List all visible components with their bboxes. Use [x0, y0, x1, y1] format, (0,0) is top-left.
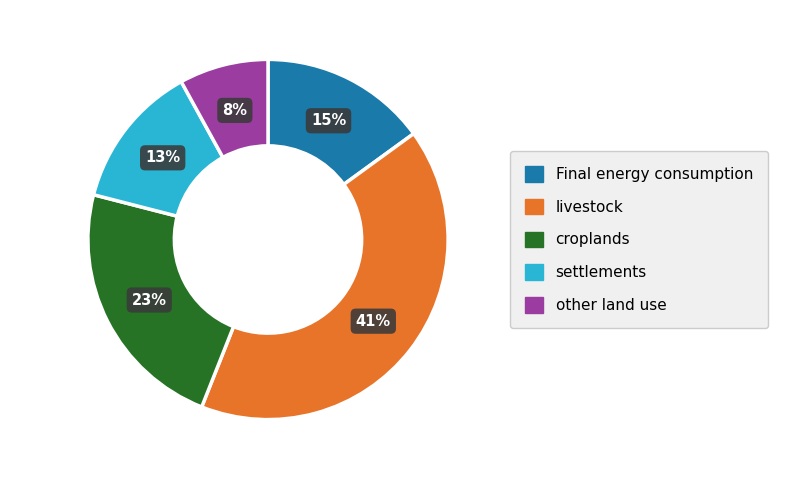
Text: 23%: 23% [132, 293, 166, 308]
Wedge shape [268, 59, 414, 184]
Text: 15%: 15% [311, 113, 346, 128]
Wedge shape [88, 194, 234, 407]
Wedge shape [182, 59, 268, 158]
Text: 41%: 41% [356, 314, 391, 329]
Text: 13%: 13% [145, 150, 180, 165]
Wedge shape [202, 134, 448, 420]
Legend: Final energy consumption, livestock, croplands, settlements, other land use: Final energy consumption, livestock, cro… [510, 151, 768, 328]
Wedge shape [94, 82, 223, 216]
Text: 8%: 8% [222, 103, 247, 118]
